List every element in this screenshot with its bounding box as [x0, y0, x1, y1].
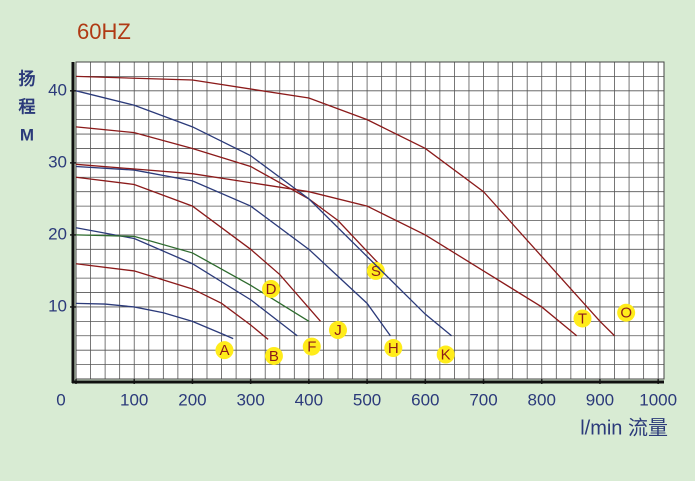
curve: [75, 165, 391, 337]
curve-label-badge: [302, 337, 321, 356]
y-tick-label: 40: [48, 80, 67, 99]
curve-label-badge: [436, 345, 455, 364]
curve: [75, 227, 298, 337]
x-tick-label: 600: [411, 390, 439, 409]
x-label: l/min 流量: [580, 416, 668, 439]
y-tick-label: 20: [48, 224, 67, 243]
curve-label-badge: [366, 261, 385, 280]
x-tick-label: 200: [178, 390, 206, 409]
curve-label-badge: [328, 321, 347, 340]
curve-label-badge: [264, 346, 283, 365]
x-tick-label: 300: [236, 390, 264, 409]
x-tick-label: 0: [56, 390, 65, 409]
curve-label: J: [334, 322, 342, 339]
chart-title: 60HZ: [77, 19, 131, 44]
x-tick-label: 500: [353, 390, 381, 409]
curve: [75, 302, 234, 340]
curve-label-badge: [215, 341, 234, 360]
curve-label: F: [307, 339, 316, 356]
curve: [75, 126, 380, 265]
curve-label-badge: [573, 309, 592, 328]
curve-label: O: [620, 305, 632, 322]
curve-label: A: [219, 342, 229, 359]
curve-label: D: [266, 281, 277, 298]
curve-label: K: [441, 346, 451, 363]
curve-label-badge: [617, 303, 636, 322]
curve-label: B: [269, 348, 279, 365]
y-label: M: [20, 125, 34, 144]
curve-label: S: [371, 263, 381, 280]
x-tick-label: 400: [295, 390, 323, 409]
curve-label: H: [388, 340, 399, 357]
x-tick-label: 900: [586, 390, 614, 409]
y-label: 程: [19, 97, 36, 116]
curve: [75, 263, 269, 340]
curve: [75, 90, 452, 337]
x-tick-label: 700: [469, 390, 497, 409]
curve-label-badge: [262, 279, 281, 298]
x-tick-label: 1000: [639, 390, 677, 409]
curve: [75, 163, 578, 337]
y-tick-label: 30: [48, 152, 67, 171]
curve-label-badge: [384, 339, 403, 358]
plot-border: [75, 61, 665, 380]
curve: [75, 75, 615, 337]
y-tick-label: 10: [48, 296, 67, 315]
y-label: 扬: [19, 68, 36, 88]
x-tick-label: 800: [528, 390, 556, 409]
curve: [75, 176, 322, 322]
x-tick-label: 100: [120, 390, 148, 409]
curve-label: T: [578, 310, 587, 327]
